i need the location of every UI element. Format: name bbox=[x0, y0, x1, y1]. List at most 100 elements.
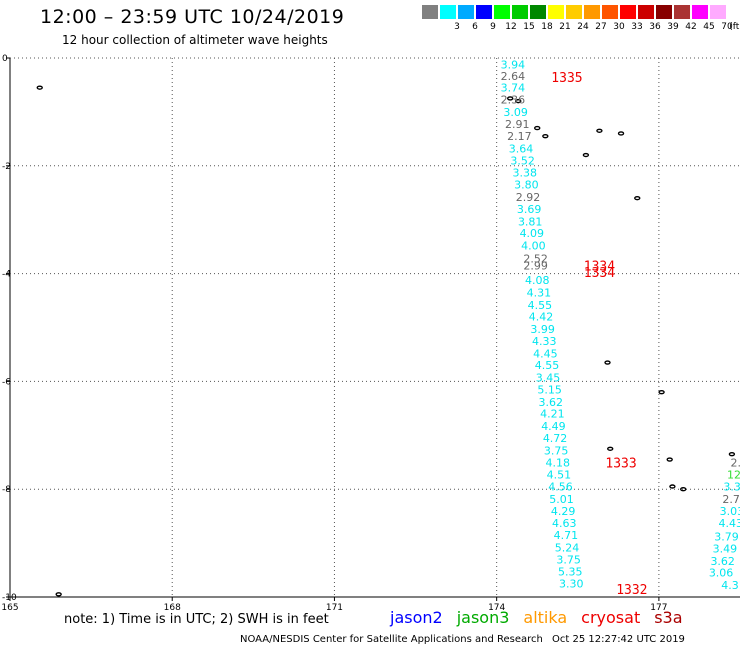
legend-swatch bbox=[584, 5, 600, 19]
lat-label: -2 bbox=[2, 162, 11, 172]
legend-label: 9 bbox=[490, 22, 496, 32]
lon-label: 171 bbox=[326, 603, 343, 613]
legend-swatch bbox=[674, 5, 690, 19]
legend-swatch bbox=[620, 5, 636, 19]
lat-label: -4 bbox=[2, 270, 11, 280]
wave-height-value: 4.33 bbox=[532, 335, 557, 348]
lat-label: 0 bbox=[2, 54, 8, 64]
legend-swatch bbox=[692, 5, 708, 19]
legend-label: 3 bbox=[454, 22, 460, 32]
island-outline bbox=[534, 125, 541, 131]
satellite-legend: jason2 jason3 altika cryosat s3a bbox=[390, 608, 697, 627]
legend-swatch bbox=[602, 5, 618, 19]
wave-height-value: 3.03 bbox=[720, 505, 740, 518]
wave-height-value: 3.69 bbox=[517, 203, 542, 216]
wave-height-value: 3.09 bbox=[503, 106, 528, 119]
island-outline bbox=[607, 446, 614, 451]
island-outline bbox=[728, 451, 736, 457]
legend-swatch bbox=[512, 5, 528, 19]
lon-label: 174 bbox=[488, 603, 505, 613]
legend-label: 30 bbox=[613, 22, 625, 32]
wave-height-value: 12.96 bbox=[727, 469, 740, 482]
map-subtitle: 12 hour collection of altimeter wave hei… bbox=[62, 33, 328, 47]
wave-height-value: 5.01 bbox=[549, 493, 574, 506]
legend-label: 18 bbox=[541, 22, 553, 32]
satellite-jason2: jason2 bbox=[390, 608, 443, 627]
lat-label: -6 bbox=[2, 377, 11, 387]
wave-height-value: 4.00 bbox=[521, 240, 546, 253]
wave-height-value: 2.17 bbox=[507, 130, 532, 143]
wave-height-value: 2.64 bbox=[501, 70, 526, 83]
wave-height-value: 4.08 bbox=[525, 274, 550, 287]
wave-height-value: 4.21 bbox=[540, 408, 565, 421]
lat-label: -8 bbox=[2, 485, 11, 495]
wave-height-value: 4.56 bbox=[548, 481, 573, 494]
wave-height-value: 4.31 bbox=[527, 286, 552, 299]
lon-label: 165 bbox=[1, 603, 18, 613]
legend-swatch bbox=[476, 5, 492, 19]
legend-unit: (ft) bbox=[729, 22, 740, 32]
island-outline bbox=[669, 484, 676, 489]
lon-label: 168 bbox=[164, 603, 181, 613]
island-outline bbox=[515, 98, 522, 104]
legend-label: 39 bbox=[667, 22, 679, 32]
lon-label: 177 bbox=[650, 603, 667, 613]
altimeter-track: 3.942.643.742.363.092.912.173.643.523.38… bbox=[501, 58, 740, 597]
wave-height-value: 3.79 bbox=[714, 531, 739, 544]
island-outline bbox=[617, 131, 625, 136]
legend-label: 15 bbox=[523, 22, 535, 32]
wave-height-value: 3.45 bbox=[536, 372, 561, 385]
wave-height-value: 3.80 bbox=[514, 179, 539, 192]
legend-swatch bbox=[494, 5, 510, 19]
wave-height-value: 4.63 bbox=[552, 517, 577, 530]
island-outline bbox=[542, 133, 549, 139]
wave-height-value: 5.24 bbox=[555, 541, 580, 554]
legend-label: 27 bbox=[595, 22, 607, 32]
wave-height-value: 4.29 bbox=[551, 505, 576, 518]
island-outline bbox=[55, 592, 62, 597]
wave-height-value: 2.91 bbox=[505, 118, 530, 131]
legend-label: 33 bbox=[631, 22, 643, 32]
island-outline bbox=[658, 389, 665, 395]
wave-height-value: 4.43 bbox=[719, 517, 740, 530]
wave-height-value: 4.49 bbox=[541, 420, 566, 433]
wave-height-value: 3.06 bbox=[709, 567, 734, 580]
wave-height-value: 3.49 bbox=[713, 542, 738, 555]
legend-label: 36 bbox=[649, 22, 661, 32]
legend-swatch bbox=[710, 5, 726, 19]
wave-height-value: 3.99 bbox=[530, 323, 555, 336]
satellite-jason3: jason3 bbox=[456, 608, 510, 627]
wave-height-value: 4.42 bbox=[529, 311, 554, 324]
legend-label: 42 bbox=[685, 22, 697, 32]
wave-height-value: 4.55 bbox=[535, 359, 560, 372]
wave-height-value: 4.09 bbox=[520, 227, 545, 240]
wave-height-value: 3.62 bbox=[710, 555, 735, 568]
legend-label: 45 bbox=[703, 22, 715, 32]
map-title: 12:00 – 23:59 UTC 10/24/2019 bbox=[40, 6, 345, 28]
island-outline bbox=[36, 85, 43, 90]
wave-height-value: 4.72 bbox=[543, 432, 568, 445]
island-outline bbox=[604, 360, 611, 365]
wave-height-value: 4.51 bbox=[547, 469, 572, 482]
wave-height-value: 2.92 bbox=[516, 191, 541, 204]
wave-height-value: 5.15 bbox=[537, 383, 562, 396]
wave-height-value: 3.30 bbox=[559, 578, 584, 591]
wave-height-value: 3.38 bbox=[513, 166, 538, 179]
time-label: 1335 bbox=[551, 71, 582, 86]
island-outline bbox=[680, 487, 687, 492]
legend-label: 70 bbox=[721, 22, 733, 32]
units-note: note: 1) Time is in UTC; 2) SWH is in fe… bbox=[64, 612, 329, 627]
lat-lon-grid bbox=[6, 57, 740, 601]
legend-swatch bbox=[530, 5, 546, 19]
satellite-cryosat: cryosat bbox=[581, 608, 641, 627]
wave-height-value: 4.18 bbox=[546, 456, 571, 469]
wave-height-value: 4.71 bbox=[554, 529, 579, 542]
wave-height-value: 4.31 bbox=[721, 579, 740, 592]
time-label: 1334 bbox=[584, 266, 615, 281]
time-label: 1333 bbox=[605, 456, 636, 471]
wave-height-value: 2.99 bbox=[523, 260, 548, 273]
legend-swatch bbox=[566, 5, 582, 19]
lat-label: -10 bbox=[2, 593, 17, 603]
